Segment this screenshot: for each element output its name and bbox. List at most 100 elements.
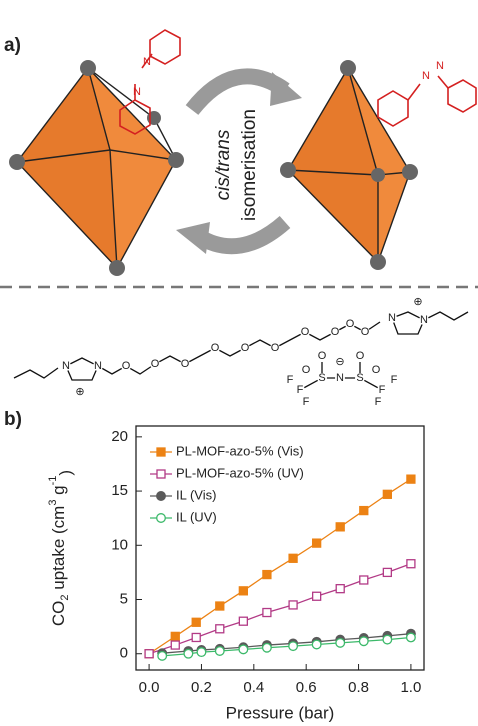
atom-label: N bbox=[94, 360, 102, 372]
marker bbox=[406, 474, 416, 484]
atom-bg bbox=[335, 357, 345, 367]
x-axis-label: Pressure (bar) bbox=[226, 703, 335, 722]
y-axis-label-part: -1 bbox=[47, 476, 59, 486]
marker bbox=[262, 607, 272, 618]
atom-label: O bbox=[361, 326, 370, 338]
atom-bg bbox=[317, 351, 327, 361]
atom-label: O bbox=[211, 342, 220, 354]
atom-bg bbox=[301, 365, 311, 375]
atom-bg bbox=[150, 359, 160, 369]
isomerisation-label: isomerisation bbox=[239, 109, 260, 221]
marker bbox=[406, 559, 416, 569]
atom-bg bbox=[270, 343, 280, 353]
x-tick-label: 1.0 bbox=[400, 679, 421, 696]
atom-bg bbox=[300, 327, 310, 337]
atom-label: N bbox=[388, 312, 396, 324]
marker bbox=[358, 636, 369, 647]
atom-label: O bbox=[302, 364, 311, 376]
atom-bg bbox=[377, 385, 387, 395]
marker bbox=[288, 641, 299, 652]
atom-label: F bbox=[287, 374, 294, 386]
isomerisation-label: cis/trans bbox=[213, 129, 234, 200]
atom-bg bbox=[295, 385, 305, 395]
marker bbox=[170, 631, 180, 642]
octahedron-right bbox=[280, 60, 477, 270]
atom-label: O bbox=[372, 364, 381, 376]
marker bbox=[288, 553, 298, 563]
azo-atom: N bbox=[422, 70, 430, 82]
y-axis-label-part: ) bbox=[56, 470, 75, 476]
chart: 0 5 10 15 20 0.0 0.2 0.4 0.6 0.8 1.0 Pressure (bar)… bbox=[47, 425, 425, 722]
marker bbox=[156, 513, 166, 523]
atom-label: O bbox=[346, 318, 355, 330]
series-line bbox=[148, 478, 412, 655]
atom-label: N bbox=[420, 314, 428, 326]
atom-bg bbox=[121, 361, 131, 371]
marker bbox=[156, 469, 166, 479]
marker bbox=[238, 586, 248, 596]
atom-bg bbox=[335, 373, 345, 383]
atom-label: O bbox=[181, 358, 190, 370]
marker bbox=[214, 646, 225, 656]
atom-bg bbox=[413, 297, 423, 307]
y-axis-label-part: CO bbox=[49, 601, 68, 627]
atom-bg bbox=[355, 373, 365, 383]
y-axis-label-part: g bbox=[49, 485, 68, 499]
atom-label: ⊕ bbox=[75, 386, 84, 398]
marker bbox=[335, 584, 345, 594]
atom-bg bbox=[317, 373, 327, 383]
atom-label: O bbox=[356, 350, 365, 362]
atom-bg bbox=[355, 351, 365, 361]
atom-label: F bbox=[375, 396, 382, 408]
marker bbox=[261, 642, 272, 653]
legend-label: IL (UV) bbox=[176, 509, 217, 524]
legend-label: IL (Vis) bbox=[176, 487, 216, 502]
atom-bg bbox=[371, 365, 381, 375]
y-tick-label: 20 bbox=[111, 428, 128, 445]
y-axis-label-part: 2 bbox=[59, 594, 71, 600]
atom-label: F bbox=[297, 384, 304, 396]
marker bbox=[262, 569, 272, 580]
atom-label: ⊕ bbox=[413, 296, 422, 308]
atom-label: O bbox=[331, 326, 340, 338]
x-tick-label: 0.4 bbox=[243, 679, 264, 696]
marker bbox=[359, 575, 369, 585]
marker bbox=[382, 567, 392, 578]
marker bbox=[183, 648, 194, 659]
atom-label: ⊖ bbox=[335, 356, 344, 368]
atom-bg bbox=[93, 361, 103, 371]
x-tick-label: 0.6 bbox=[296, 679, 317, 696]
atom-bg bbox=[285, 375, 295, 385]
marker bbox=[215, 601, 225, 611]
marker bbox=[335, 637, 346, 648]
marker bbox=[196, 647, 207, 658]
marker bbox=[144, 649, 154, 659]
atom-label: N bbox=[336, 372, 344, 384]
octahedron-left bbox=[9, 29, 184, 276]
panel-label: b) bbox=[4, 409, 22, 430]
marker bbox=[311, 639, 322, 650]
y-axis-label: CO2 uptake (cm3 g-1) bbox=[47, 470, 76, 626]
azo-atom: N bbox=[133, 86, 141, 98]
marker bbox=[170, 640, 180, 650]
marker bbox=[191, 632, 201, 643]
marker bbox=[215, 624, 225, 634]
marker bbox=[156, 447, 166, 457]
atom-label: O bbox=[151, 358, 160, 370]
atom-bg bbox=[419, 315, 429, 325]
atom-bg bbox=[75, 387, 85, 397]
plot-frame bbox=[135, 425, 425, 671]
y-tick-label: 0 bbox=[120, 645, 128, 662]
marker bbox=[335, 522, 345, 532]
legend-label: PL-MOF-azo-5% (UV) bbox=[176, 465, 304, 480]
atom-bg bbox=[210, 343, 220, 353]
marker bbox=[156, 491, 166, 501]
atom-label: N bbox=[62, 360, 70, 372]
marker bbox=[382, 489, 392, 499]
atom-label: S bbox=[356, 372, 363, 384]
isomerisation-arrows bbox=[176, 68, 302, 255]
x-tick-label: 0.0 bbox=[139, 679, 160, 696]
atom-label: O bbox=[301, 326, 310, 338]
marker bbox=[288, 600, 298, 610]
